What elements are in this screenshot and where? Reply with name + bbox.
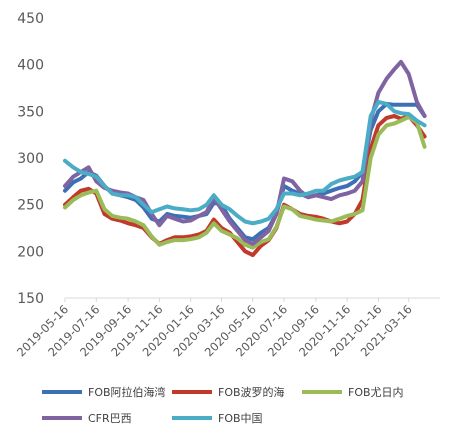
y-tick-label: 250 bbox=[17, 198, 44, 214]
series-line-3 bbox=[63, 114, 427, 250]
legend-label: FOB尤日内 bbox=[348, 385, 404, 399]
legend-label: CFR巴西 bbox=[88, 412, 132, 425]
series-line-5 bbox=[63, 100, 427, 226]
legend-label: FOB阿拉伯海湾 bbox=[88, 385, 166, 399]
y-tick-label: 200 bbox=[17, 244, 44, 260]
y-axis: 150 200 250 300 350 400 450 bbox=[17, 11, 44, 307]
x-axis: 2019-05-162019-07-162019-09-162019-11-16… bbox=[14, 297, 440, 359]
y-tick-label: 450 bbox=[17, 11, 44, 27]
y-tick-label: 300 bbox=[17, 151, 44, 167]
legend-label: FOB中国 bbox=[218, 412, 263, 425]
series-lines bbox=[63, 59, 427, 258]
y-tick-label: 400 bbox=[17, 58, 44, 74]
legend: FOB阿拉伯海湾 FOB波罗的海 FOB尤日内 CFR巴西 FOB中国 bbox=[42, 385, 404, 425]
y-tick-label: 350 bbox=[17, 104, 44, 120]
legend-label: FOB波罗的海 bbox=[218, 385, 285, 399]
y-tick-label: 150 bbox=[17, 291, 44, 307]
